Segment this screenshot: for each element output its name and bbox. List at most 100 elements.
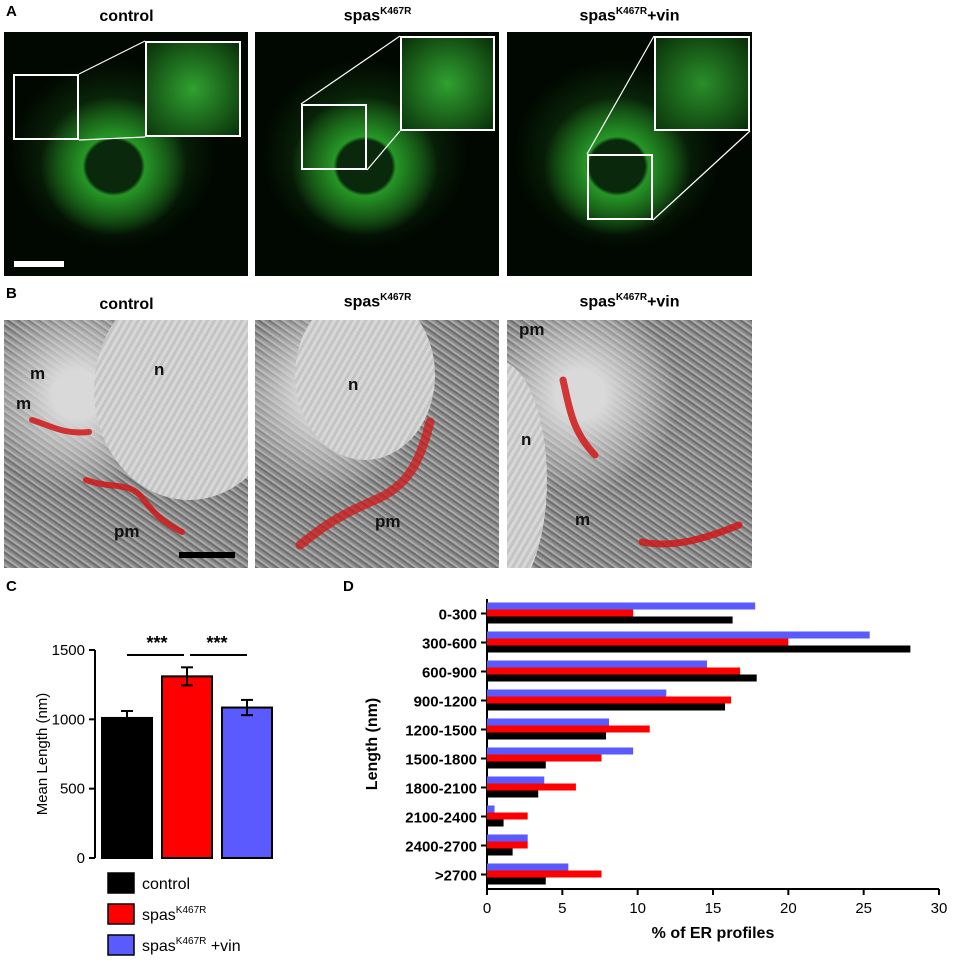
er-length-distribution-chart: 0 5 10 15 20 25 30 % of ER profiles Length (nm) 0… [364, 599, 947, 942]
y-tick-label: 0-300 [439, 607, 477, 624]
fluorescence-image-control [4, 32, 248, 276]
x-tick-label: 20 [780, 900, 797, 917]
legend-swatch [107, 872, 135, 894]
panel-a-title-spas: spasK467R [343, 6, 412, 25]
bar [101, 716, 153, 859]
bar-spasvin [487, 660, 707, 668]
bar-control [487, 732, 607, 740]
bar-spasvin [487, 718, 610, 726]
em-label: pm [375, 512, 401, 531]
em-image-spas-vin: pm n m [507, 320, 752, 568]
significance-marker: *** [206, 633, 227, 653]
zoom-lines [300, 35, 401, 171]
x-tick-label: 25 [855, 900, 872, 917]
panel-a-title-control: control [99, 8, 154, 25]
y-tick-label: >2700 [435, 868, 477, 885]
zoom-box [13, 74, 79, 140]
bar-control [487, 790, 539, 798]
em-label: pm [519, 320, 545, 339]
bar-control [487, 616, 733, 624]
panel-label-b: B [6, 285, 17, 302]
y-tick-label: 500 [60, 781, 85, 798]
zoom-box [587, 154, 653, 220]
y-tick-label: 1500-1800 [405, 752, 477, 769]
y-tick-label: 1200-1500 [405, 723, 477, 740]
y-tick-label: 0 [77, 850, 85, 867]
panel-label-c: C [6, 578, 17, 595]
er-traces [29, 417, 185, 535]
bar-spasvin [487, 805, 495, 813]
bar-spas [487, 841, 528, 849]
em-image-control: m m n pm [4, 320, 248, 568]
x-tick-label: 5 [558, 900, 566, 917]
bar-spasvin [487, 776, 545, 784]
y-tick-label: 1000 [52, 711, 85, 728]
em-label: pm [114, 522, 140, 541]
legend-label: spasK467R +vin [142, 936, 241, 955]
bar-spas [487, 812, 528, 820]
bar-control [487, 645, 911, 653]
bar-spas [487, 667, 741, 675]
bar-spas [487, 783, 576, 791]
y-axis-title: Length (nm) [364, 698, 381, 790]
panel-b-title-control: control [99, 296, 154, 313]
zoom-inset [654, 36, 750, 131]
zoom-inset [145, 41, 241, 137]
bar-spas [487, 725, 650, 733]
bar-control [487, 761, 546, 769]
bar-control [487, 877, 546, 885]
bar-spasvin [487, 863, 569, 871]
y-tick-label: 1800-2100 [405, 781, 477, 798]
bar-control [487, 674, 757, 682]
scale-bar [179, 552, 235, 558]
bar-spas [487, 609, 634, 617]
y-tick-label: 2100-2400 [405, 810, 477, 827]
zoom-box [301, 104, 367, 170]
bar-spas [487, 696, 732, 704]
x-tick-label: 15 [705, 900, 722, 917]
scale-bar [14, 261, 64, 267]
x-axis-title: % of ER profiles [652, 925, 775, 942]
y-tick-label: 900-1200 [414, 694, 477, 711]
bar-spasvin [487, 834, 528, 842]
er-traces [295, 417, 435, 550]
zoom-inset [400, 36, 495, 131]
y-tick-label: 300-600 [422, 636, 477, 653]
em-label: m [30, 364, 46, 383]
bar-control [487, 703, 726, 711]
bar-control [487, 819, 504, 827]
y-tick-label: 1500 [52, 642, 85, 659]
mean-length-bar-chart: 0 500 1000 1500 Mean Length (nm) *** *** contro… [34, 633, 273, 956]
fluorescence-image-spas [255, 32, 499, 276]
legend-label: control [142, 876, 190, 893]
bar-spasvin [487, 602, 756, 610]
bar-spasvin [487, 631, 870, 639]
bar-spas [487, 754, 602, 762]
bar [221, 706, 273, 860]
nucleus-region [295, 320, 435, 460]
bar-spas [487, 870, 602, 878]
y-tick-label: 600-900 [422, 665, 477, 682]
zoom-lines [586, 35, 751, 221]
y-tick-label: 2400-2700 [405, 839, 477, 856]
zoom-lines [78, 40, 146, 141]
em-label: n [521, 430, 532, 449]
bar-spasvin [487, 747, 634, 755]
x-tick-label: 10 [629, 900, 646, 917]
panel-a-title-spas-vin: spasK467R+vin [579, 6, 680, 25]
significance-marker: *** [146, 633, 167, 653]
em-label: m [16, 394, 32, 413]
panel-label-a: A [6, 3, 17, 20]
legend-swatch [107, 934, 135, 956]
panel-b-title-spas-vin: spasK467R+vin [579, 292, 680, 311]
bar-control [487, 848, 513, 856]
y-axis-title: Mean Length (nm) [34, 693, 51, 816]
panel-b-title-spas: spasK467R [343, 292, 412, 311]
x-tick-label: 0 [483, 900, 491, 917]
panel-label-d: D [343, 578, 354, 595]
legend-label: spasK467R [142, 905, 206, 924]
em-label: m [575, 510, 591, 529]
em-image-spas: n pm [255, 320, 499, 568]
bar-spasvin [487, 689, 667, 697]
bar-spas [487, 638, 789, 646]
